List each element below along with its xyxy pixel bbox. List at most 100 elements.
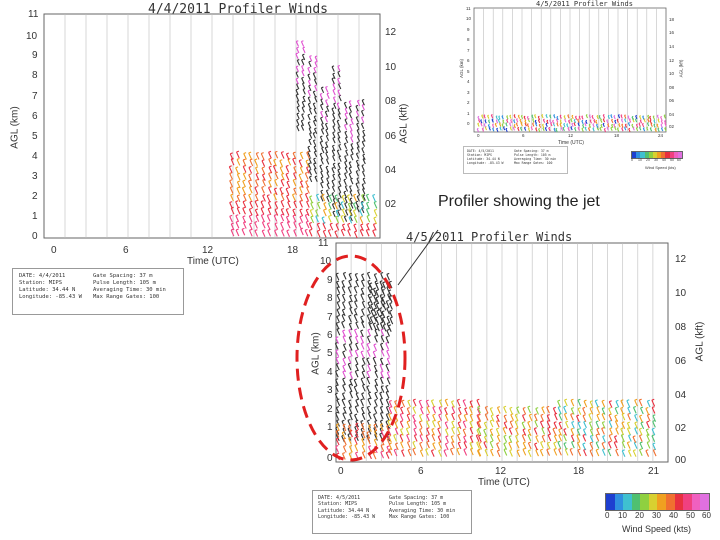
wind-barb bbox=[296, 106, 300, 113]
wind-barb bbox=[373, 344, 378, 352]
wind-barb bbox=[362, 177, 366, 180]
wind-barb bbox=[522, 413, 526, 416]
wind-barb bbox=[342, 392, 346, 395]
wind-barb bbox=[353, 194, 357, 202]
wind-barb bbox=[379, 281, 384, 288]
wind-barb bbox=[331, 192, 335, 194]
wind-barb bbox=[444, 429, 449, 436]
wind-barb bbox=[274, 201, 278, 203]
wind-barb bbox=[314, 78, 317, 81]
wind-barb bbox=[335, 378, 339, 381]
wind-barb bbox=[374, 364, 377, 367]
wind-barb bbox=[274, 222, 278, 225]
wind-barb bbox=[348, 328, 352, 331]
wind-barb bbox=[286, 208, 289, 210]
wind-barb bbox=[301, 59, 305, 66]
wind-barb bbox=[349, 371, 353, 374]
wind-barb bbox=[496, 442, 500, 445]
wind-barb bbox=[634, 399, 638, 407]
wind-barb bbox=[332, 210, 336, 213]
y-tick-label: 0 bbox=[32, 231, 38, 242]
wind-barb bbox=[313, 163, 317, 170]
wind-barb bbox=[315, 210, 319, 217]
wind-barb bbox=[300, 180, 304, 183]
chart-title: 4/5/2011 Profiler Winds bbox=[406, 230, 573, 244]
wind-barb bbox=[337, 71, 341, 78]
y-tick-label-right: 00 bbox=[675, 455, 687, 466]
wind-barb bbox=[456, 399, 461, 407]
wind-barb bbox=[601, 441, 605, 444]
wind-barb bbox=[457, 426, 460, 429]
wind-barb bbox=[478, 441, 482, 444]
wind-barb bbox=[478, 435, 482, 443]
wind-barb bbox=[314, 85, 318, 92]
wind-barb bbox=[349, 413, 353, 421]
wind-barb bbox=[400, 428, 404, 431]
wind-barb bbox=[490, 415, 495, 422]
wind-barb bbox=[595, 442, 600, 449]
wind-barb bbox=[588, 414, 593, 421]
wind-barb bbox=[301, 113, 304, 116]
wind-barb bbox=[274, 180, 278, 187]
wind-barb bbox=[262, 229, 265, 232]
wind-speed-colorbar bbox=[605, 493, 710, 511]
wind-barb bbox=[340, 201, 344, 204]
wind-barb bbox=[373, 217, 378, 225]
wind-barb bbox=[502, 426, 506, 429]
wind-barb bbox=[335, 392, 338, 395]
wind-barb bbox=[344, 173, 348, 179]
wind-barb bbox=[349, 100, 352, 102]
wind-barb bbox=[627, 441, 630, 444]
wind-barb bbox=[295, 89, 299, 96]
wind-barb bbox=[571, 441, 575, 449]
wind-barb bbox=[281, 174, 285, 181]
wind-barb bbox=[646, 400, 651, 408]
wind-barb bbox=[336, 103, 340, 109]
wind-barb bbox=[602, 436, 606, 443]
info-max-range-gates: Max Range Gates: 100 bbox=[389, 513, 450, 520]
wind-barb bbox=[305, 221, 310, 229]
wind-barb bbox=[348, 362, 351, 365]
wind-barb bbox=[582, 433, 586, 436]
wind-barb bbox=[338, 126, 341, 128]
y-tick-label-right: 06 bbox=[675, 356, 687, 367]
wind-barb bbox=[320, 177, 324, 184]
wind-barb bbox=[469, 436, 474, 443]
wind-barb bbox=[590, 428, 593, 431]
y-tick-label-right: 10 bbox=[385, 62, 397, 73]
wind-barb bbox=[380, 372, 385, 379]
wind-barb bbox=[385, 363, 389, 366]
wind-barb bbox=[324, 111, 329, 118]
wind-barb bbox=[335, 411, 339, 414]
wind-barb bbox=[354, 294, 358, 297]
wind-barb bbox=[319, 165, 323, 171]
wind-barb bbox=[394, 448, 397, 451]
wind-barb bbox=[533, 428, 538, 435]
info-gate-spacing: Gate Spacing: 37 m bbox=[93, 273, 153, 279]
wind-barb bbox=[515, 434, 519, 437]
wind-barb bbox=[320, 182, 324, 189]
wind-barb bbox=[469, 414, 474, 422]
wind-barb bbox=[268, 173, 272, 180]
wind-barb bbox=[489, 420, 494, 428]
wind-barb bbox=[381, 310, 385, 313]
wind-barb bbox=[231, 222, 234, 225]
wind-barb bbox=[267, 213, 270, 216]
colorbar-swatch bbox=[673, 152, 678, 158]
wind-barb bbox=[386, 272, 390, 275]
wind-barb bbox=[516, 406, 520, 409]
wind-barb bbox=[558, 413, 562, 415]
wind-barb bbox=[247, 180, 252, 188]
wind-barb bbox=[413, 427, 417, 430]
wind-barb bbox=[335, 273, 340, 281]
wind-barb bbox=[305, 160, 310, 168]
wind-barb bbox=[328, 195, 333, 202]
wind-barb bbox=[236, 159, 241, 166]
wind-barb bbox=[360, 223, 364, 226]
wind-barb bbox=[368, 425, 372, 432]
colorbar-label: Wind Speed (kts) bbox=[622, 524, 692, 534]
wind-barb bbox=[301, 64, 304, 67]
wind-barb bbox=[577, 448, 581, 451]
wind-barb bbox=[350, 178, 354, 185]
wind-barb bbox=[316, 223, 321, 231]
